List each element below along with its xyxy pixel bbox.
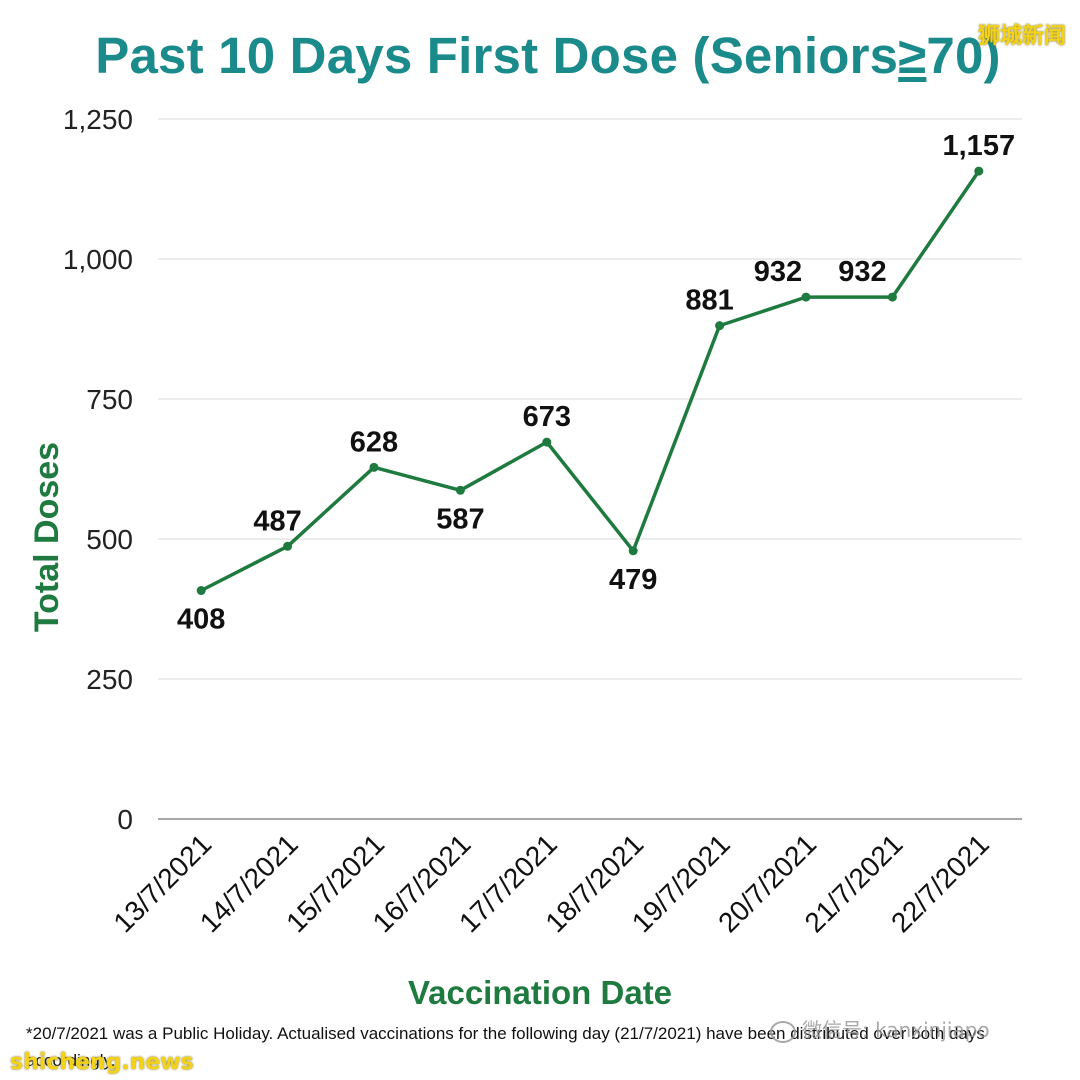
data-label: 408: [177, 604, 225, 636]
y-tick-label: 1,250: [63, 104, 133, 135]
data-point: [283, 541, 293, 551]
x-tick-labels: 13/7/202114/7/202115/7/202116/7/202117/7…: [107, 828, 995, 938]
data-point: [974, 166, 984, 176]
y-tick-label: 250: [86, 664, 133, 695]
chart-title-geq: ≥: [898, 27, 927, 84]
data-label: 628: [350, 426, 398, 458]
data-point: [628, 546, 638, 556]
data-point: [369, 462, 379, 472]
wechat-watermark-text: 微信号: kanxinjiapo: [802, 1018, 990, 1042]
y-tick-label: 0: [117, 804, 133, 835]
chart-title-end: 70): [926, 27, 1001, 84]
data-point: [715, 321, 725, 331]
data-label: 479: [609, 564, 657, 596]
gridlines: [158, 118, 1022, 820]
series-line-path: [200, 170, 981, 593]
data-point: [887, 292, 897, 302]
data-label: 587: [436, 503, 484, 535]
data-label: 1,157: [943, 130, 1016, 162]
footnote: *20/7/2021 was a Public Holiday. Actuali…: [26, 1024, 985, 1070]
data-points: [196, 166, 984, 596]
data-point: [542, 437, 552, 447]
data-label: 673: [523, 401, 571, 433]
data-point: [196, 586, 206, 596]
y-axis-title: Total Doses: [28, 442, 66, 632]
data-label: 487: [253, 505, 301, 537]
watermark-top-right: 狮城新闻: [977, 24, 1066, 49]
data-point: [455, 485, 465, 495]
chart-title: Past 10 Days First Dose (Seniors≥70): [0, 26, 1080, 85]
data-labels: 408 487 628 587 673 479 881 932 932 1,157: [177, 130, 1015, 635]
y-tick-label: 750: [86, 384, 133, 415]
wechat-icon: [770, 1020, 796, 1043]
series-line: [200, 170, 981, 593]
data-label: 932: [754, 256, 802, 288]
wechat-watermark: 微信号: kanxinjiapo: [770, 1014, 990, 1043]
y-tick-labels: 0 250 500 750 1,000 1,250: [63, 104, 133, 835]
y-tick-label: 500: [86, 524, 133, 555]
x-axis-title: Vaccination Date: [408, 974, 672, 1011]
data-label: 932: [838, 256, 886, 288]
y-tick-label: 1,000: [63, 244, 133, 275]
data-label: 881: [685, 285, 733, 317]
watermark-bottom-left: shicheng.news: [10, 1050, 194, 1075]
data-point: [801, 292, 811, 302]
chart-title-main: Past 10 Days First Dose (Seniors: [95, 27, 899, 84]
